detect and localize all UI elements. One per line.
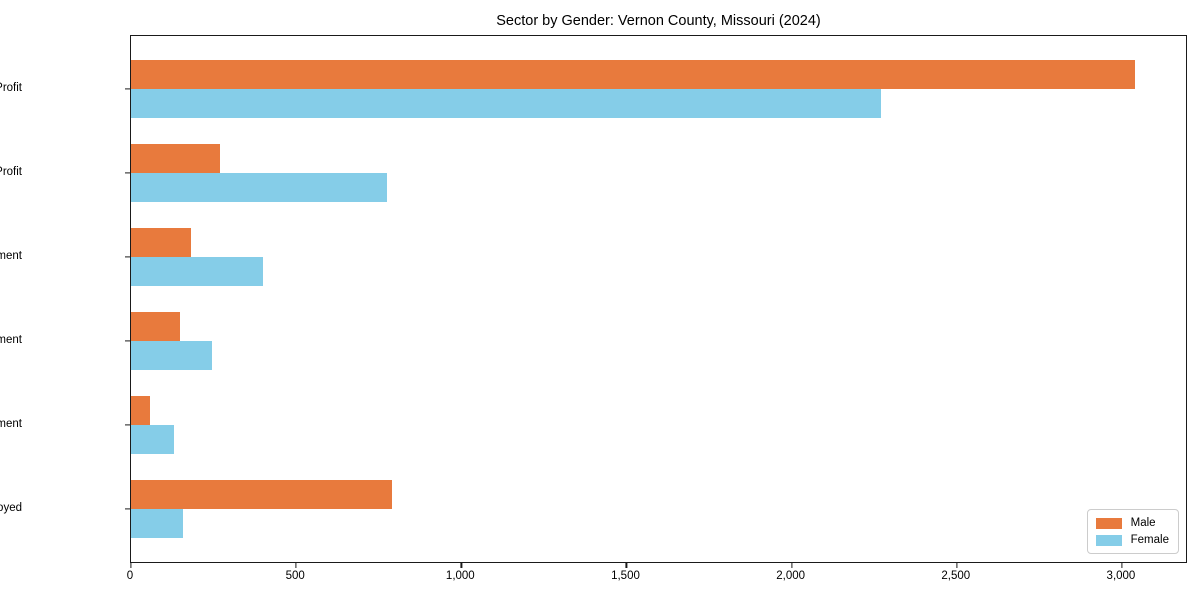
ytick-mark <box>125 256 130 258</box>
bar-male-self-employed <box>131 480 392 509</box>
bar-male-federal-government <box>131 396 151 425</box>
ytick-label-private-non-profit: Private Non-Profit <box>0 166 22 178</box>
xtick-mark <box>460 563 462 568</box>
ytick-mark <box>125 424 130 426</box>
bar-female-private-non-profit <box>131 173 387 202</box>
bar-male-private-for-profit <box>131 60 1136 89</box>
xtick-label-0: 0 <box>126 570 134 582</box>
xtick-label-3000: 3,000 <box>1106 570 1136 582</box>
ytick-mark <box>125 508 130 510</box>
legend-label-male: Male <box>1130 517 1156 529</box>
ytick-label-state-government: State Government <box>0 334 22 346</box>
female-color-swatch <box>1095 534 1122 546</box>
ytick-mark <box>125 88 130 90</box>
bar-female-federal-government <box>131 425 174 454</box>
bar-male-state-government <box>131 312 180 341</box>
ytick-label-federal-government: Federal Government <box>0 418 22 430</box>
bar-male-private-non-profit <box>131 144 221 173</box>
ytick-label-self-employed: Self-Employed <box>0 502 22 514</box>
xtick-mark <box>791 563 793 568</box>
xtick-mark <box>625 563 628 568</box>
xtick-label-2000: 2,000 <box>776 570 806 582</box>
legend-item-male: Male <box>1095 517 1169 529</box>
ytick-label-private-for-profit: Private For-Profit <box>0 82 22 94</box>
xtick-mark <box>956 563 958 568</box>
xtick-mark <box>130 563 132 568</box>
bar-male-local-government <box>131 228 191 257</box>
chart-title: Sector by Gender: Vernon County, Missour… <box>496 13 821 29</box>
xtick-label-500: 500 <box>285 570 305 582</box>
legend-label-female: Female <box>1130 534 1169 546</box>
xtick-mark <box>295 563 297 568</box>
bar-female-local-government <box>131 257 264 286</box>
ytick-label-local-government: Local Government <box>0 250 22 262</box>
xtick-label-1000: 1,000 <box>445 570 475 582</box>
xtick-label-1500: 1,500 <box>611 570 640 582</box>
legend: Male Female <box>1086 509 1179 554</box>
male-color-swatch <box>1095 517 1122 529</box>
legend-item-female: Female <box>1095 534 1169 546</box>
bar-female-state-government <box>131 341 212 370</box>
plot-area: Male Female <box>125 35 1187 568</box>
bar-female-self-employed <box>131 509 184 538</box>
xtick-label-2500: 2,500 <box>941 570 971 582</box>
ytick-mark <box>125 340 130 342</box>
ytick-mark <box>125 172 130 174</box>
xtick-mark <box>1121 563 1123 568</box>
bar-female-private-for-profit <box>131 89 881 118</box>
